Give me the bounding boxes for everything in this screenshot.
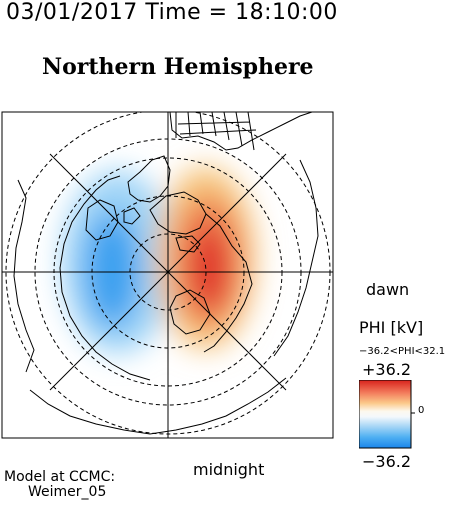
colorbar-gradient (359, 380, 412, 449)
coast-scandinavia (85, 199, 119, 241)
colorbar-min-label: −36.2 (362, 452, 412, 471)
coast-eurasia (59, 175, 151, 381)
coast-left-edge (13, 179, 35, 373)
time-text: Time = 18:10:00 (145, 0, 338, 25)
date-time-header: 03/01/2017 Time = 18:10:00 (6, 0, 338, 25)
map-frame (1, 111, 334, 439)
coast-north-america (203, 213, 253, 353)
midnight-label: midnight (193, 460, 265, 479)
coast-arctic-islands (149, 191, 207, 235)
colorbar-max-label: +36.2 (362, 360, 412, 379)
meridian-diag-2 (49, 153, 287, 391)
date-text: 03/01/2017 (6, 0, 138, 25)
coast-right-edge (273, 159, 319, 357)
hemisphere-title: Northern Hemisphere (42, 54, 314, 80)
negative-cell-core (84, 212, 140, 328)
potential-pattern (62, 166, 256, 354)
model-line-1: Model at CCMC: (4, 469, 116, 485)
colorbar-zero-label: 0 (418, 405, 425, 416)
grid-hatching (175, 112, 257, 151)
colorbar-title: PHI [kV] (359, 318, 424, 337)
dawn-label: dawn (366, 280, 410, 299)
colorbar-range: −36.2<PHI<32.1 (359, 346, 446, 357)
coastlines (13, 112, 319, 435)
positive-cell-core (190, 226, 230, 310)
model-credit: Model at CCMC: Weimer_05 (4, 470, 115, 500)
coast-top-edge (169, 112, 313, 151)
colorbar (359, 380, 415, 449)
meridians (2, 112, 333, 438)
coast-hudson (169, 289, 211, 335)
coast-svalbard (123, 207, 141, 225)
coast-bottom-edge (29, 377, 287, 435)
model-line-2: Weimer_05 (28, 484, 107, 500)
